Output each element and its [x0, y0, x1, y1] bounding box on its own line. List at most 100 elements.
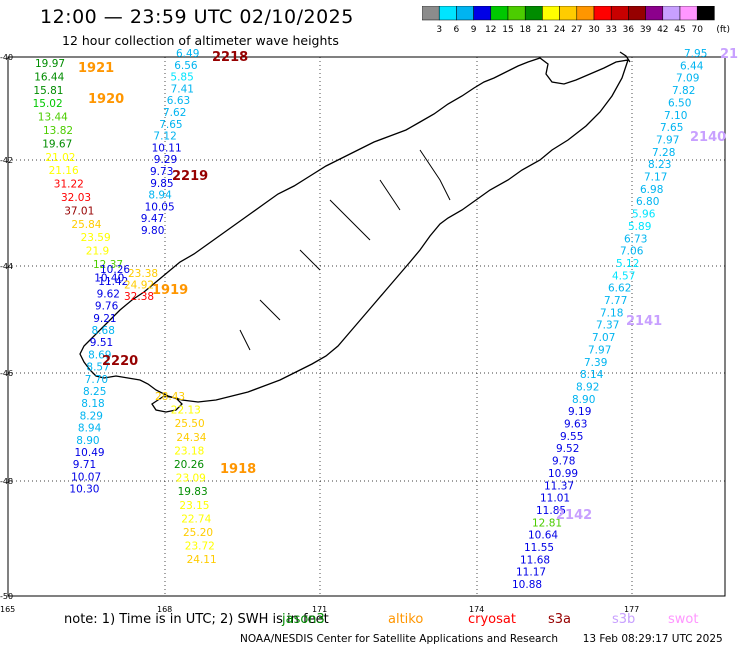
lon-tick-label: 174: [469, 605, 484, 614]
wave-height-value: 7.62: [163, 107, 186, 119]
wave-height-value: 9.21: [93, 313, 116, 325]
pass-time-label: 1919: [152, 283, 188, 298]
colorbar-swatch: [645, 6, 664, 21]
credit-text: NOAA/NESDIS Center for Satellite Applica…: [240, 633, 558, 645]
legend-item-altiko: altiko: [388, 612, 424, 627]
wave-height-value: 12.37: [93, 259, 123, 271]
wave-height-value: 23.15: [179, 500, 209, 512]
wave-height-value: 24.92: [124, 280, 154, 292]
colorbar-swatch: [422, 6, 440, 21]
wave-height-value: 5.96: [632, 209, 656, 221]
colorbar-label: 9: [471, 25, 477, 35]
wave-height-value: 11.01: [540, 493, 570, 505]
wave-height-value: 15.81: [33, 85, 63, 97]
wave-height-value: 21.02: [45, 152, 75, 164]
wave-height-value: 6.44: [680, 60, 704, 72]
wave-height-value: 9.19: [568, 406, 591, 418]
wave-height-value: 37.01: [64, 205, 94, 217]
wave-height-value: 7.18: [600, 307, 623, 319]
wave-height-value: 23.59: [81, 232, 111, 244]
wave-height-value: 7.97: [656, 134, 679, 146]
legend-item-jason3: jason3: [282, 612, 325, 627]
wave-height-value: 6.98: [640, 184, 663, 196]
colorbar-swatch: [679, 6, 698, 21]
colorbar-swatch: [559, 6, 578, 21]
colorbar-label: 33: [605, 25, 616, 35]
wave-height-value: 9.71: [73, 459, 96, 471]
wave-height-value: 8.68: [92, 325, 115, 337]
pass-time-label: 2141: [626, 314, 662, 329]
wave-height-value: 7.95: [684, 48, 707, 60]
wave-height-value: 8.92: [576, 381, 599, 393]
wave-height-value: 28.43: [155, 391, 185, 403]
wave-height-value: 9.76: [95, 301, 119, 313]
wave-height-value: 25.50: [175, 418, 205, 430]
legend-item-swot: swot: [668, 612, 699, 627]
lat-tick-label: -50: [0, 592, 13, 601]
pass-time-label: 2140: [690, 130, 726, 145]
wave-height-value: 7.65: [159, 119, 182, 131]
wave-height-value: 11.42: [98, 276, 128, 288]
wave-height-value: 23.72: [185, 541, 215, 553]
wave-height-value: 7.07: [592, 332, 615, 344]
wave-height-value: 7.06: [620, 246, 644, 258]
colorbar-swatch: [438, 6, 457, 21]
wave-height-value: 8.94: [78, 423, 102, 435]
lat-tick-label: -44: [0, 262, 13, 271]
pass-time-label: 2220: [102, 354, 138, 369]
footer-note: note: 1) Time is in UTC; 2) SWH is in fe…: [64, 612, 329, 627]
wave-height-value: 7.09: [676, 73, 699, 85]
colorbar-swatch: [490, 6, 509, 21]
wave-height-value: 32.38: [124, 291, 154, 303]
wave-height-value: 8.90: [76, 435, 99, 447]
wave-height-value: 8.18: [81, 398, 104, 410]
wave-height-value: 10.64: [528, 530, 558, 542]
wave-height-value: 8.25: [83, 386, 106, 398]
wave-height-value: 9.51: [90, 337, 113, 349]
colorbar-label: 45: [674, 25, 685, 35]
colorbar-label: 27: [571, 25, 582, 35]
wave-height-value: 6.63: [167, 95, 190, 107]
wave-height-value: 11.37: [544, 480, 574, 492]
wave-height-value: 7.97: [588, 344, 611, 356]
wave-height-value: 23.09: [176, 473, 206, 485]
page-subtitle: 12 hour collection of altimeter wave hei…: [62, 33, 339, 48]
pass-time-label: 21: [720, 47, 738, 62]
wave-height-value: 19.67: [42, 138, 72, 150]
colorbar-label: 42: [657, 25, 668, 35]
colorbar-label: 15: [502, 25, 513, 35]
colorbar-swatch: [524, 6, 543, 21]
wave-height-value: 8.29: [80, 410, 103, 422]
wave-height-value: 10.40: [94, 272, 124, 284]
colorbar-label: 18: [519, 25, 531, 35]
wave-height-value: 10.11: [152, 142, 182, 154]
wave-height-value: 10.07: [71, 471, 101, 483]
wave-height-value: 6.80: [636, 196, 659, 208]
colorbar-swatch: [542, 6, 560, 21]
colorbar-swatch: [473, 6, 492, 21]
wave-height-value: 10.05: [145, 201, 175, 213]
wave-height-value: 7.77: [604, 295, 627, 307]
wave-height-value: 6.62: [608, 283, 631, 295]
colorbar-swatch: [507, 6, 526, 21]
wave-height-value: 7.82: [672, 85, 695, 97]
wave-height-value: 24.34: [176, 432, 206, 444]
lon-tick-label: 168: [157, 605, 172, 614]
wave-height-value: 8.14: [580, 369, 604, 381]
wave-height-value: 20.26: [174, 459, 204, 471]
wave-height-value: 31.22: [54, 179, 84, 191]
wave-height-value: 9.52: [556, 443, 579, 455]
wave-height-value: 10.88: [512, 579, 542, 591]
wave-height-value: 8.23: [648, 159, 671, 171]
wave-height-value: 9.62: [97, 288, 120, 300]
wave-height-value: 7.37: [596, 320, 619, 332]
colorbar-swatch: [628, 6, 646, 21]
south-island-coast: [79, 57, 629, 403]
wave-height-value: 25.84: [71, 219, 101, 231]
wave-height-value: 9.73: [150, 166, 173, 178]
wave-height-value: 19.83: [178, 486, 208, 498]
wave-height-value: 10.30: [69, 484, 99, 496]
wave-height-value: 16.44: [34, 71, 64, 83]
